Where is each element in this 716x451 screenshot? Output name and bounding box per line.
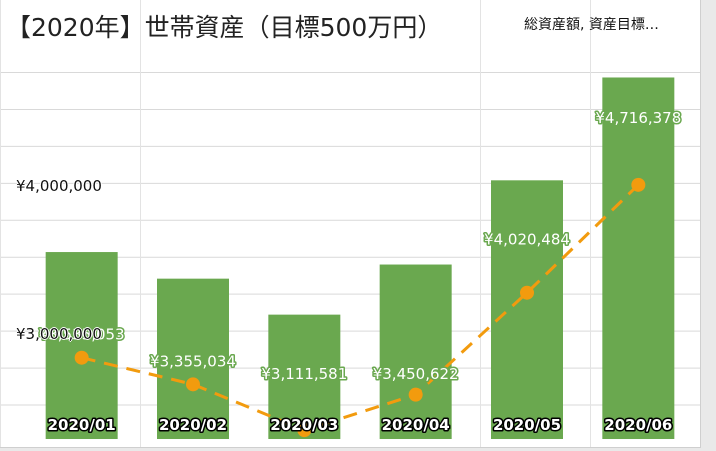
data-label: ¥4,020,484 (484, 231, 570, 249)
target-line (81, 183, 640, 432)
bar (491, 180, 563, 439)
x-tick-label: 2020/04 (382, 416, 450, 434)
chart-legend: 総資産額, 資産目標… (524, 17, 659, 33)
line-point (520, 285, 534, 300)
x-tick-label: 2020/03 (270, 416, 338, 434)
x-tick-label: 2020/02 (159, 416, 227, 434)
gridlines (0, 0, 700, 447)
line-point (297, 423, 312, 438)
bar (379, 264, 452, 439)
chart-title: 【2020年】世帯資産（目標500万円） (6, 13, 443, 42)
chart-frame: ¥3,535,053 ¥3,355,034 ¥3,111,581 ¥3,450,622… (0, 0, 701, 448)
x-tick-label: 2020/06 (604, 416, 672, 434)
line-point (408, 387, 423, 402)
data-label: ¥3,535,053 (39, 326, 125, 344)
x-tick-label: 2020/05 (493, 416, 561, 434)
bar (45, 252, 118, 439)
data-label: ¥4,716,378 (595, 109, 681, 127)
data-label: ¥3,355,034 (150, 352, 236, 370)
line-point (186, 377, 200, 392)
bar (157, 278, 229, 439)
x-tick-label: 2020/01 (48, 416, 116, 434)
bar (268, 314, 341, 439)
data-label: ¥3,111,581 (261, 365, 347, 383)
line-point (631, 177, 646, 192)
data-label: ¥3,450,622 (373, 365, 459, 383)
y-tick-label: ¥3,000,000 (16, 325, 102, 344)
chart-plot: ¥3,535,053 ¥3,355,034 ¥3,111,581 ¥3,450,622… (0, 0, 700, 447)
bar (602, 77, 675, 439)
y-tick-label: ¥4,000,000 (16, 177, 102, 196)
line-point (74, 350, 89, 365)
